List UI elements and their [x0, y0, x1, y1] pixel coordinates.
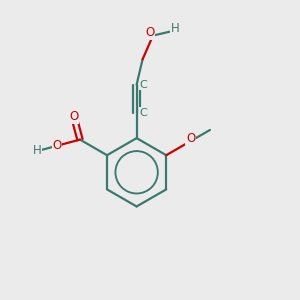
Text: O: O: [52, 139, 62, 152]
Text: O: O: [70, 110, 79, 123]
Text: O: O: [146, 26, 154, 39]
Text: O: O: [186, 132, 195, 145]
Text: H: H: [171, 22, 180, 35]
Text: C: C: [139, 80, 147, 90]
Text: C: C: [139, 108, 147, 118]
Text: H: H: [33, 144, 42, 157]
